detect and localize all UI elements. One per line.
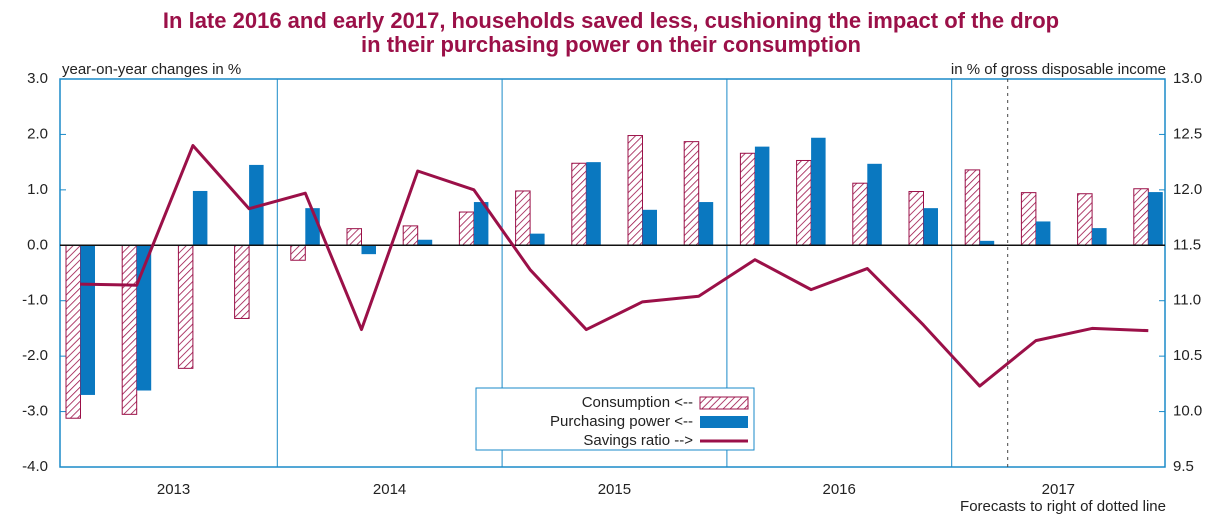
bar	[1077, 193, 1093, 246]
y-tick-label: -1.0	[22, 292, 48, 309]
x-tick-label: 2015	[598, 481, 631, 498]
bar	[80, 245, 95, 395]
bar	[136, 245, 152, 391]
bar	[627, 135, 643, 246]
bar	[473, 202, 489, 246]
legend-label: Consumption <--	[582, 394, 693, 411]
bar	[1020, 192, 1037, 246]
y-tick-label: -4.0	[22, 458, 48, 475]
y-tick-label: 0.0	[27, 236, 48, 253]
bar	[586, 162, 601, 246]
y2-tick-label: 13.0	[1173, 70, 1202, 87]
bar	[683, 141, 700, 246]
y-tick-label: -3.0	[22, 403, 48, 420]
bar	[979, 240, 995, 246]
legend-label: Savings ratio -->	[583, 432, 693, 449]
bar	[1035, 221, 1051, 246]
bar	[642, 209, 657, 246]
bar	[121, 244, 138, 415]
chart-title: in their purchasing power on their consu…	[361, 32, 861, 57]
y-tick-label: 2.0	[27, 125, 48, 142]
note: Forecasts to right of dotted line	[960, 498, 1166, 515]
bar	[867, 163, 882, 246]
bar	[177, 244, 194, 369]
bar	[908, 191, 924, 246]
bar	[739, 152, 756, 246]
bar	[754, 146, 770, 246]
bar	[402, 225, 419, 246]
bar	[1133, 188, 1149, 246]
bar	[458, 211, 475, 246]
x-tick-label: 2013	[157, 481, 190, 498]
bar	[796, 159, 812, 246]
y2-tick-label: 11.0	[1173, 292, 1201, 309]
y2-axis-label: in % of gross disposable income	[951, 61, 1166, 78]
y2-tick-label: 12.5	[1173, 125, 1202, 142]
y-tick-label: 1.0	[27, 181, 48, 198]
y-axis-label: year-on-year changes in %	[62, 61, 241, 78]
bar	[698, 202, 714, 246]
y2-tick-label: 10.5	[1173, 347, 1202, 364]
bar	[346, 228, 362, 246]
bar	[249, 164, 264, 246]
legend-swatch	[700, 416, 748, 428]
bar	[417, 239, 433, 246]
chart-title: In late 2016 and early 2017, households …	[163, 8, 1059, 33]
bar	[964, 169, 981, 246]
bar	[515, 190, 531, 246]
bar	[1148, 192, 1163, 246]
bar	[290, 244, 306, 261]
legend-swatch	[699, 396, 749, 410]
bar	[361, 245, 376, 255]
y2-tick-label: 10.0	[1173, 403, 1202, 420]
x-tick-label: 2017	[1042, 481, 1075, 498]
bar	[192, 190, 208, 246]
bar	[811, 137, 826, 246]
bar	[852, 182, 868, 246]
bar	[571, 162, 587, 246]
bar	[65, 244, 81, 419]
savings-line	[80, 144, 1149, 388]
y-tick-label: 3.0	[27, 70, 48, 87]
bar	[1092, 228, 1107, 246]
bar	[530, 233, 545, 246]
plot-frame	[59, 78, 1166, 468]
legend-label: Purchasing power <--	[550, 413, 693, 430]
bar	[234, 244, 250, 319]
y2-tick-label: 12.0	[1173, 181, 1202, 198]
y2-tick-label: 11.5	[1173, 236, 1201, 253]
y2-tick-label: 9.5	[1173, 458, 1194, 475]
x-tick-label: 2014	[373, 481, 406, 498]
x-tick-label: 2016	[823, 481, 856, 498]
bar	[923, 208, 938, 246]
y-tick-label: -2.0	[22, 347, 48, 364]
